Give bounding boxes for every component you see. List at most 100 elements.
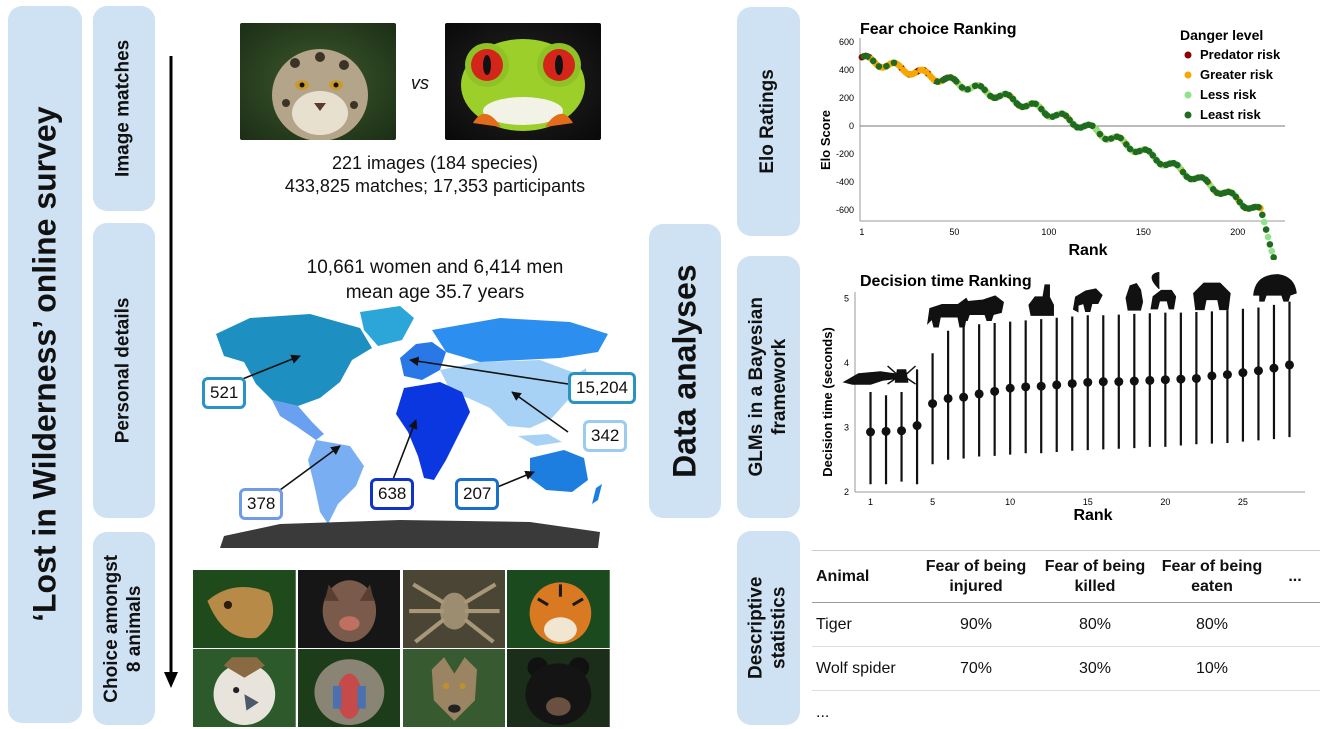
elo-y-tick: 0	[849, 121, 854, 131]
dt-mean	[866, 427, 876, 437]
image-match-summary: 221 images (184 species) 433,825 matches…	[250, 152, 620, 199]
dt-mean	[1114, 377, 1124, 387]
elo-point	[869, 57, 877, 65]
legend-marker	[1184, 111, 1192, 119]
choice-label: Choice amongst 8 animals	[101, 555, 147, 703]
personal-details-panel: Personal details	[93, 223, 155, 518]
elo-chart-title: Fear choice Ranking	[860, 21, 1017, 38]
gender-text: 10,661 women and 6,414 men	[306, 257, 564, 278]
cell-animal: ...	[816, 703, 830, 721]
legend-marker	[1184, 91, 1192, 99]
dt-chart-title: Decision time Ranking	[860, 273, 1032, 290]
personal-details-label: Personal details	[112, 297, 134, 444]
legend-entry: Greater risk	[1200, 67, 1274, 82]
elo-point	[1107, 135, 1115, 142]
hyena-icon	[927, 297, 971, 328]
south-america-shape	[308, 440, 364, 524]
table-row: Tiger 90% 80% 80%	[812, 603, 1320, 647]
elo-point	[1053, 111, 1060, 119]
monkey-icon	[1072, 288, 1103, 313]
dt-mean	[959, 392, 969, 402]
glm-line2: framework	[768, 338, 790, 436]
elo-point	[964, 86, 971, 93]
dt-mean	[1207, 371, 1217, 381]
dt-mean	[1067, 379, 1077, 389]
elo-y-tick: 400	[839, 65, 854, 75]
dt-mean	[1083, 377, 1093, 387]
match-count-text: 433,825 matches; 17,353 participants	[284, 176, 586, 197]
descriptive-label: Descriptive statistics	[746, 577, 792, 679]
elo-x-tick: 200	[1230, 227, 1245, 237]
dt-mean	[1238, 368, 1248, 378]
legend-entry: Predator risk	[1200, 47, 1281, 62]
elo-x-tick: 100	[1041, 227, 1056, 237]
data-analyses-label: Data analyses	[666, 264, 703, 478]
elo-point	[971, 82, 979, 90]
elo-point	[1149, 152, 1157, 159]
elo-point	[1270, 254, 1277, 260]
participant-summary: 10,661 women and 6,414 men mean age 35.7…	[250, 256, 620, 305]
elo-scatter-chart: Fear choice Ranking 600 400 200 0 -200 -400 -6…	[818, 21, 1285, 260]
descriptive-stats-panel: Descriptive statistics	[737, 531, 800, 725]
legend-title: Danger level	[1180, 27, 1263, 43]
elo-point	[911, 69, 919, 77]
image-count-text: 221 images (184 species)	[331, 153, 539, 173]
elo-point	[1117, 134, 1124, 142]
count-oceania: 207	[455, 478, 500, 510]
bear-icon	[507, 648, 610, 727]
elo-point	[1174, 161, 1181, 169]
dt-y-tick: 5	[844, 293, 849, 303]
elo-point	[1096, 130, 1104, 138]
elo-point	[1179, 168, 1187, 176]
elo-point	[875, 63, 883, 70]
dt-mean	[1098, 377, 1108, 387]
cell-injured: 90%	[959, 615, 993, 633]
dt-mean	[928, 399, 938, 409]
europe-shape	[400, 342, 446, 380]
elo-point	[1259, 211, 1266, 219]
dt-mean	[897, 426, 907, 436]
header-injured: Fear of being injured	[925, 557, 1027, 595]
elo-point	[1268, 247, 1276, 255]
image-matches-panel: Image matches	[93, 6, 155, 211]
animal-choice-grid	[193, 570, 610, 727]
dt-x-tick: 5	[930, 497, 935, 507]
legend-entry: Least risk	[1200, 107, 1261, 122]
elo-legend: Danger level Predator risk Greater risk Le…	[1180, 27, 1281, 122]
data-analyses-panel: Data analyses	[649, 224, 721, 518]
elo-y-tick: -200	[836, 149, 854, 159]
eagle-icon	[193, 648, 296, 727]
mandrill-icon	[297, 648, 401, 727]
elo-point	[934, 78, 941, 85]
descriptive-table: Animal Fear of being injured Fear of bein…	[812, 550, 1320, 729]
dt-mean	[1160, 375, 1170, 385]
elo-point	[1266, 241, 1274, 248]
table-row: Wolf spider 70% 30% 10%	[812, 647, 1320, 691]
dt-mean	[1036, 381, 1046, 391]
desc-line1: Descriptive	[745, 576, 767, 680]
dt-x-tick: 1	[868, 497, 873, 507]
antarctica-shape	[220, 520, 600, 548]
age-text: mean age 35.7 years	[345, 281, 525, 303]
dt-mean	[912, 421, 922, 431]
big-cat-icon	[956, 295, 1004, 322]
elo-point	[883, 62, 890, 70]
cell-eaten: 10%	[1195, 659, 1229, 677]
cell-killed: 80%	[1078, 615, 1112, 633]
image-matches-label: Image matches	[112, 39, 134, 178]
survey-title-panel: ‘Lost in Wilderness’ online survey	[8, 6, 82, 723]
glm-line1: GLMs in a Bayesian	[745, 297, 767, 477]
elo-point	[1089, 122, 1096, 130]
elo-y-tick: -600	[836, 205, 854, 215]
elo-y-tick: 600	[839, 37, 854, 47]
dt-mean	[1176, 374, 1186, 384]
count-europe: 15,204	[568, 372, 636, 404]
elo-point	[1102, 135, 1109, 143]
dt-y-label: Decision time (seconds)	[820, 327, 835, 477]
oceania-shape	[530, 450, 588, 492]
survey-title: ‘Lost in Wilderness’ online survey	[26, 106, 63, 623]
elo-point	[1043, 111, 1051, 119]
elo-point	[981, 86, 988, 94]
africa-shape	[396, 382, 470, 480]
elo-point	[1038, 105, 1045, 113]
